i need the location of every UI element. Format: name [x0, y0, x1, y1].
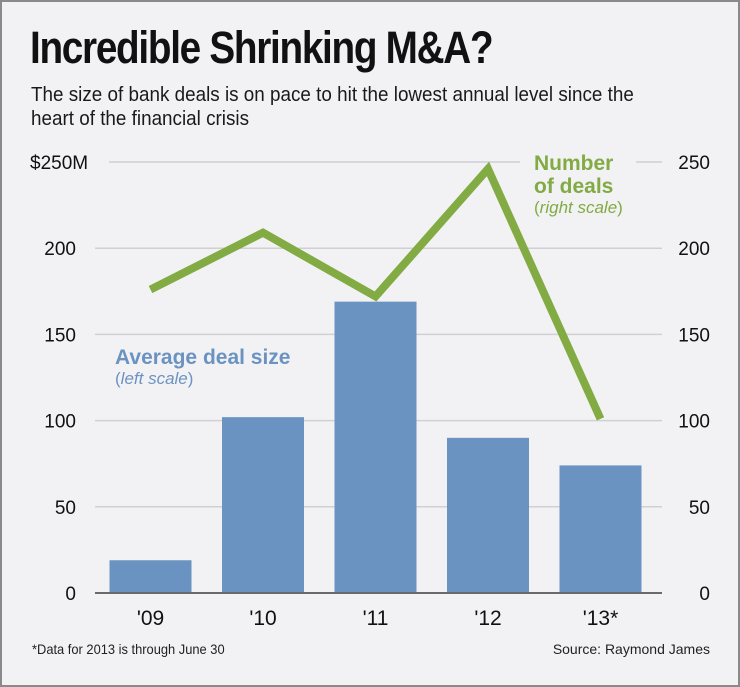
x-axis-tick-label: '09 [137, 607, 164, 630]
chart-subtitle: The size of bank deals is on pace to hit… [31, 83, 634, 130]
legend-line-label-1: Number [534, 152, 614, 175]
footnote: *Data for 2013 is through June 30 [32, 641, 225, 657]
bar-series [109, 301, 642, 593]
bar-2 [334, 301, 417, 593]
legend-line-series: Number of deals (right scale) [534, 152, 623, 218]
bar-4 [559, 465, 642, 593]
x-axis-tick-label: '11 [363, 607, 389, 630]
source-credit: Source: Raymond James [552, 641, 710, 657]
chart-title: Incredible Shrinking M&A? [30, 22, 494, 73]
right-axis-tick-label: 150 [678, 325, 710, 346]
right-axis-tick-label: 50 [689, 498, 710, 519]
left-axis-tick-label: 150 [44, 325, 76, 346]
legend-line-scale: (right scale) [534, 198, 623, 217]
legend-line-label-2: of deals [534, 175, 614, 198]
right-axis-tick-label: 100 [678, 412, 710, 433]
x-axis-tick-label: '13* [583, 607, 619, 630]
left-axis-tick-label: 0 [65, 584, 76, 605]
line-series [148, 161, 605, 421]
bar-1 [222, 417, 304, 593]
bar-3 [447, 437, 529, 593]
right-axis-tick-label: 0 [699, 584, 710, 605]
right-axis-tick-label: 200 [678, 239, 710, 260]
legend-bar-label: Average deal size [115, 346, 291, 369]
right-axis-tick-label: 250 [678, 153, 710, 174]
left-axis-tick-label: $250M [30, 153, 88, 174]
legend-bar-scale: (left scale) [115, 369, 194, 388]
bar-0 [109, 560, 192, 593]
left-axis-tick-label: 50 [55, 498, 76, 519]
legend-bar-series: Average deal size (left scale) [115, 346, 291, 389]
x-axis-tick-label: '10 [249, 607, 276, 630]
axes: 0 50 100 150 200 $250M 0 50 100 150 200 250 '09 '10 '1… [30, 153, 710, 630]
left-axis-tick-label: 100 [44, 412, 76, 433]
x-axis-tick-label: '12 [474, 607, 501, 630]
left-axis-tick-label: 200 [44, 239, 76, 260]
